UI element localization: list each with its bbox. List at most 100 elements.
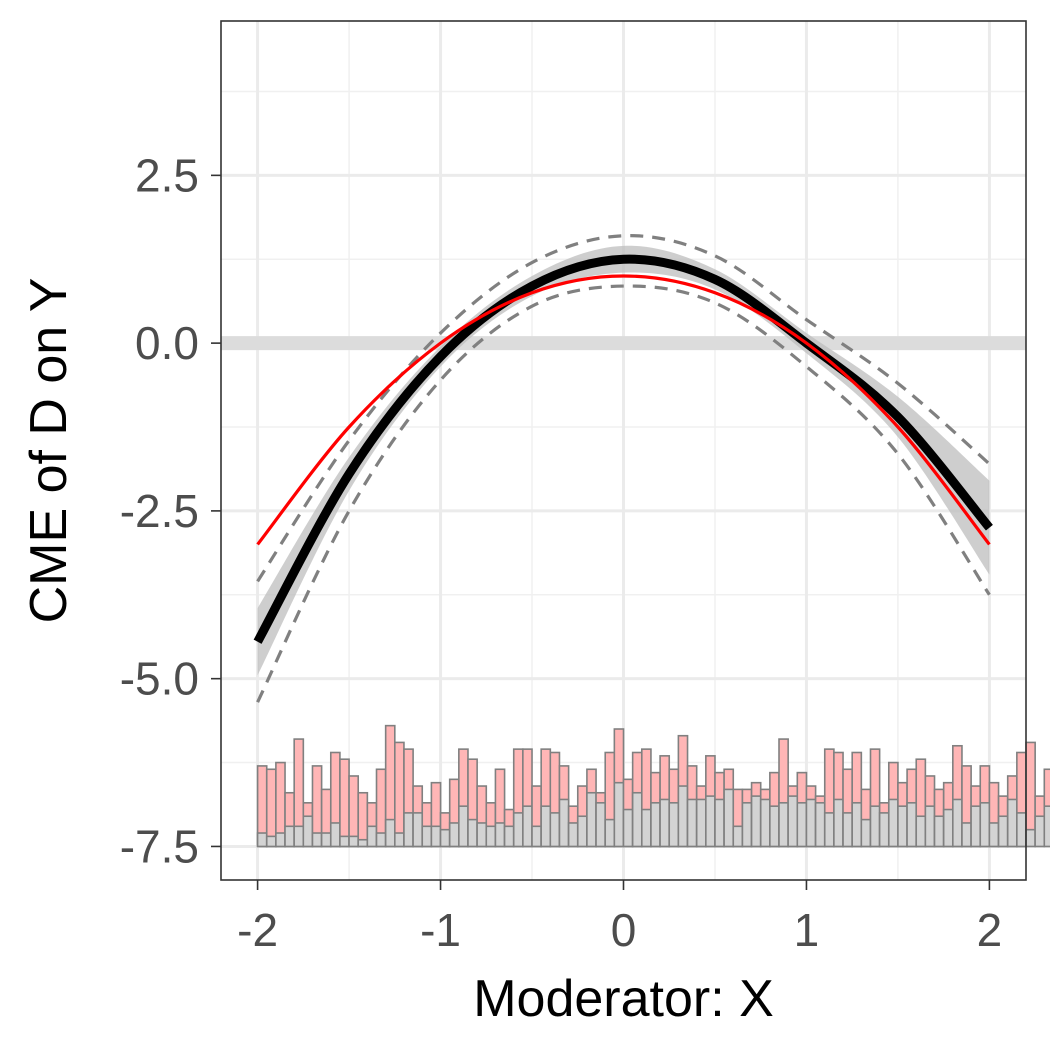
histogram-bar-control — [384, 818, 396, 848]
y-tick-label: -7.5 — [120, 820, 199, 872]
histogram-bar-control — [448, 822, 460, 848]
histogram-bar-control — [878, 812, 890, 848]
histogram-bar-control — [961, 822, 972, 848]
histogram-bar-control — [659, 798, 671, 848]
histogram-bar-control — [622, 808, 634, 848]
histogram-bar-control — [503, 825, 515, 848]
histogram-bar-control — [366, 825, 378, 848]
histogram-bar-control — [531, 825, 542, 848]
histogram-bar-treated — [265, 768, 277, 848]
histogram-bar-control — [412, 812, 424, 848]
histogram-bar-control — [851, 802, 863, 848]
histogram-bar-control — [467, 818, 478, 848]
y-tick-label: -2.5 — [120, 485, 199, 537]
histogram-bar-control — [787, 795, 799, 848]
histogram-bar-control — [906, 802, 918, 848]
histogram-bar-control — [339, 835, 350, 848]
histogram-bar-control — [997, 815, 1009, 848]
x-axis-ticks: -2 -1 0 1 2 — [237, 880, 1002, 956]
histogram-bar-control — [458, 805, 469, 848]
histogram-bar-control — [805, 798, 817, 848]
histogram-bar-control — [732, 825, 744, 848]
x-tick-label: -1 — [420, 904, 461, 956]
histogram-bar-control — [942, 808, 954, 848]
histogram-bar-control — [512, 812, 524, 848]
histogram-bar-control — [320, 832, 332, 848]
histogram-bar-control — [814, 802, 826, 848]
histogram-bar-control — [1025, 828, 1036, 848]
histogram-bar-control — [284, 825, 295, 848]
series-layer — [253, 234, 993, 703]
histogram-bar-control — [586, 791, 597, 848]
histogram-bar-control — [631, 791, 643, 848]
y-tick-label: 0.0 — [135, 317, 199, 369]
x-tick-label: -2 — [237, 904, 278, 956]
histogram-bar-control — [549, 812, 561, 848]
histogram-bar-control — [915, 815, 927, 848]
histogram-bar-control — [595, 802, 607, 848]
histogram-bar-control — [604, 818, 616, 848]
histogram-bar-control — [522, 805, 533, 848]
histogram-bar-control — [842, 812, 853, 848]
histogram-bar-control — [668, 802, 680, 848]
histogram — [256, 724, 1050, 848]
histogram-bar-control — [924, 805, 936, 848]
histogram-bar-control — [357, 838, 369, 848]
histogram-bar-control — [869, 805, 881, 848]
histogram-bar-control — [256, 832, 268, 848]
histogram-bar-control — [613, 781, 625, 848]
histogram-bar-control — [677, 785, 689, 848]
histogram-bar-control — [979, 802, 991, 848]
histogram-bar-control — [576, 815, 588, 848]
histogram-bar-control — [311, 832, 323, 848]
histogram-bar-control — [293, 825, 305, 848]
y-tick-label: 2.5 — [135, 149, 199, 201]
histogram-bar-control — [686, 798, 698, 848]
histogram-bar-control — [769, 805, 780, 848]
histogram-bar-control — [759, 798, 771, 848]
histogram-bar-control — [485, 825, 497, 848]
x-tick-label: 2 — [977, 904, 1003, 956]
histogram-bar-control — [952, 798, 963, 848]
histogram-bar-control — [750, 795, 762, 848]
histogram-bar-control — [375, 832, 387, 848]
histogram-bar-control — [476, 822, 488, 848]
histogram-bar-control — [302, 815, 314, 848]
histogram-bar-control — [430, 825, 442, 848]
histogram-bar-control — [705, 795, 716, 848]
histogram-bar-control — [1016, 812, 1027, 848]
x-tick-label: 0 — [611, 904, 637, 956]
histogram-bar-control — [714, 798, 725, 848]
histogram-bar-control — [723, 788, 735, 848]
line-dashed-grey-lower — [256, 284, 991, 703]
histogram-bar-control — [540, 805, 552, 848]
histogram-bar-control — [329, 822, 341, 848]
histogram-bar-treated — [357, 791, 369, 848]
line-thick-black — [253, 254, 993, 644]
histogram-bar-control — [640, 808, 652, 848]
histogram-bar-control — [421, 825, 433, 848]
histogram-bar-control — [1034, 815, 1046, 848]
histogram-bar-control — [1006, 798, 1018, 848]
histogram-bar-control — [897, 805, 908, 848]
histogram-bar-control — [695, 798, 707, 848]
y-axis-title: CME of D on Y — [20, 278, 78, 624]
histogram-bar-control — [567, 822, 579, 848]
histogram-bar-control — [1043, 805, 1050, 848]
histogram-bar-control — [275, 832, 286, 848]
histogram-bar-control — [439, 828, 451, 848]
histogram-bar-control — [403, 812, 414, 848]
histogram-bar-control — [970, 805, 982, 848]
histogram-bar-control — [778, 802, 789, 848]
histogram-bar-control — [796, 802, 808, 848]
line-thin-red — [256, 274, 991, 546]
histogram-bar-control — [558, 798, 570, 848]
histogram-bar-treated — [394, 741, 405, 848]
histogram-bar-control — [988, 822, 1000, 848]
y-axis-ticks: 2.5 0.0 -2.5 -5.0 -7.5 — [120, 149, 221, 872]
histogram-bar-control — [860, 818, 872, 848]
histogram-bar-control — [887, 798, 899, 848]
histogram-bar-control — [741, 802, 753, 848]
x-axis-title: Moderator: X — [473, 970, 774, 1028]
histogram-bar-control — [833, 798, 844, 848]
